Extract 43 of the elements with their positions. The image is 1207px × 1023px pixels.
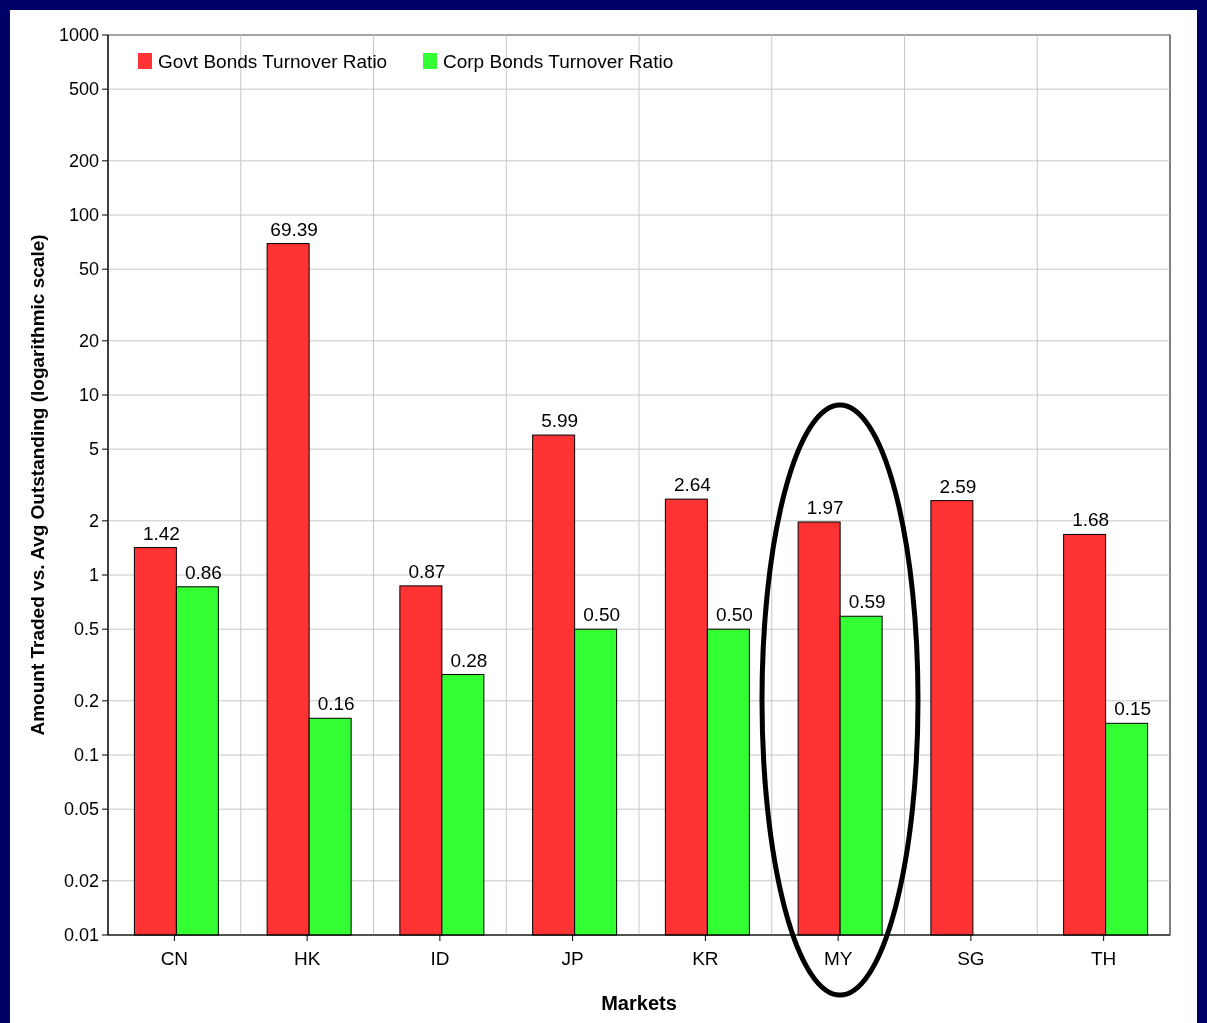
data-label: 5.99 <box>541 410 579 432</box>
x-axis-title: Markets <box>601 992 677 1014</box>
y-tick-label: 5 <box>88 439 99 460</box>
x-tick-label: MY <box>823 948 853 969</box>
y-tick-label: 0.2 <box>73 691 99 712</box>
y-tick-label: 0.02 <box>63 871 99 892</box>
y-tick-label: 0.1 <box>73 745 99 766</box>
x-tick-label: CN <box>160 948 189 969</box>
y-tick-label: 20 <box>78 331 99 352</box>
data-label: 0.50 <box>715 604 753 626</box>
x-tick-label: TH <box>1090 948 1117 969</box>
data-label: 2.64 <box>673 474 712 496</box>
x-tick-label: JP <box>561 948 584 969</box>
y-tick-label: 1 <box>88 565 99 586</box>
data-label: 0.50 <box>583 604 621 626</box>
data-label: 1.42 <box>142 522 180 544</box>
data-label: 0.15 <box>1114 698 1152 720</box>
y-tick-label: 0.5 <box>73 619 99 640</box>
y-tick-label: 200 <box>68 151 99 172</box>
y-tick-label: 100 <box>68 205 99 226</box>
x-tick-label: HK <box>293 948 321 969</box>
y-tick-label: 500 <box>68 79 99 100</box>
data-label: 2.59 <box>939 475 977 497</box>
data-label: 0.86 <box>184 561 222 583</box>
y-tick-label: 0.05 <box>63 799 99 820</box>
data-label: 69.39 <box>270 218 318 240</box>
y-tick-label: 1000 <box>58 25 99 46</box>
x-tick-label: KR <box>692 948 719 969</box>
x-tick-label: SG <box>957 948 985 969</box>
y-tick-label: 2 <box>88 511 99 532</box>
y-tick-label: 0.01 <box>63 925 99 946</box>
data-label: 0.87 <box>408 560 446 582</box>
data-label: 0.59 <box>848 591 886 613</box>
y-tick-label: 50 <box>78 259 99 280</box>
y-axis-title: Amount Traded vs. Avg Outstanding (logarithmic scale) <box>27 234 48 736</box>
data-label: 0.16 <box>317 693 355 715</box>
y-tick-label: 10 <box>78 385 99 406</box>
data-label: 1.97 <box>806 497 844 518</box>
data-label: 0.28 <box>450 649 488 671</box>
x-tick-label: ID <box>430 948 450 969</box>
data-label: 1.68 <box>1072 509 1110 531</box>
legend-label: Govt Bonds Turnover Ratio <box>158 51 388 72</box>
legend-label: Corp Bonds Turnover Ratio <box>443 51 674 72</box>
